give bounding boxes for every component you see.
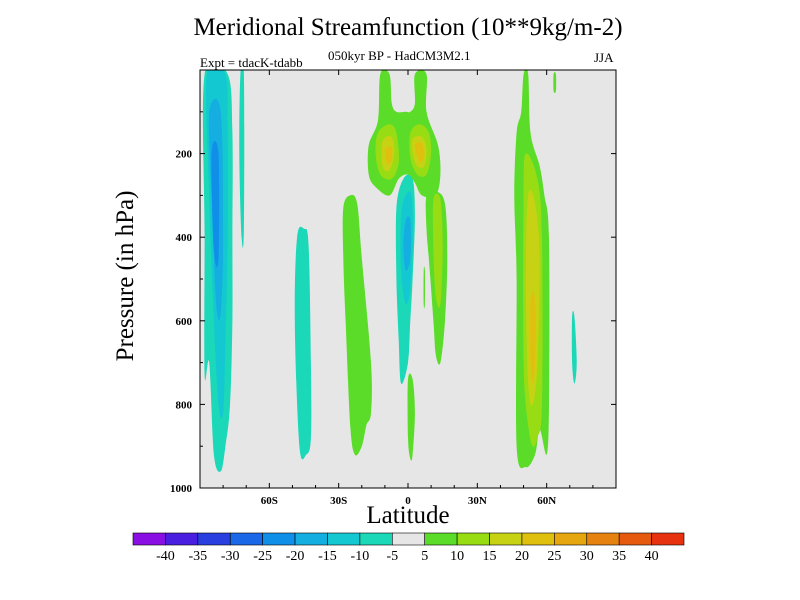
y-tick-label: 400 — [176, 232, 193, 244]
contour-region-equatorial-mid-sliver — [423, 266, 426, 309]
colorbar-label: -25 — [253, 549, 272, 564]
x-tick-label: 30S — [330, 495, 347, 507]
colorbar-label: 25 — [547, 549, 561, 564]
colorbar-label: 5 — [421, 549, 428, 564]
contour-region-tropical-negative-core — [403, 216, 411, 272]
contour-region-upper-positive-right-20 — [414, 142, 425, 163]
chart-title: Meridional Streamfunction (10**9kg/m-2) — [193, 14, 623, 41]
chart-subtitle: 050kyr BP - HadCM3M2.1 — [328, 48, 471, 63]
colorbar-swatch — [391, 532, 426, 546]
colorbar-swatch — [554, 532, 588, 546]
y-tick-label: 600 — [176, 316, 193, 328]
y-tick-label: 800 — [176, 399, 193, 411]
y-tick-label: 200 — [176, 149, 193, 161]
contour-region-northern-small-negative — [571, 310, 577, 384]
colorbar-swatch — [197, 532, 231, 546]
colorbar-swatch — [489, 532, 523, 546]
colorbar-swatch — [424, 532, 458, 546]
contour-region-equatorial-lower-positive — [407, 373, 415, 461]
plot-area — [200, 70, 616, 488]
colorbar-label: 15 — [483, 549, 497, 564]
colorbar-label: -35 — [188, 549, 207, 564]
x-tick-label: 60N — [537, 495, 556, 507]
colorbar-label: -40 — [156, 549, 175, 564]
colorbar-label: -10 — [351, 549, 370, 564]
colorbar-label: -20 — [286, 549, 305, 564]
colorbar-swatch — [165, 532, 199, 546]
x-axis-label: Latitude — [366, 502, 450, 529]
colorbar-swatch — [586, 532, 620, 546]
colorbar-swatch — [651, 532, 685, 546]
colorbar-swatch — [132, 532, 166, 546]
colorbar-label: 10 — [450, 549, 464, 564]
colorbar-label: 35 — [612, 549, 626, 564]
colorbar-swatch — [262, 532, 296, 546]
colorbar-label: -30 — [221, 549, 240, 564]
contour-region-southern-polar-inner — [211, 141, 220, 268]
contour-region-northern-sliver-right — [553, 72, 557, 93]
contour-region-southern-sliver — [239, 70, 245, 248]
colorbar-swatch — [521, 532, 555, 546]
colorbar-swatch — [618, 532, 652, 546]
contour-region-northern-midlat-positive-20 — [530, 292, 536, 384]
colorbar-swatch — [359, 532, 393, 546]
axes: 60S 30S 0 30N 60N 200 400 600 800 1000 — [170, 69, 617, 507]
colorbar-swatch — [456, 532, 490, 546]
colorbar-swatch — [327, 532, 361, 546]
y-tick-label: 1000 — [170, 483, 193, 495]
colorbar-label: -15 — [318, 549, 337, 564]
colorbar-swatch — [294, 532, 328, 546]
colorbar-label: -5 — [386, 549, 398, 564]
x-tick-label: 30N — [468, 495, 487, 507]
season-label: JJA — [594, 50, 614, 65]
contour-region-southern-midlat-cell — [294, 226, 312, 460]
x-tick-label: 60S — [261, 495, 278, 507]
contour-region-subtropical-south-positive — [342, 194, 372, 456]
colorbar-swatch — [229, 532, 263, 546]
experiment-label: Expt = tdacK-tdabb — [200, 55, 303, 70]
contour-region-northern-tropical-positive-10 — [432, 193, 443, 308]
colorbar-label: 20 — [515, 549, 529, 564]
colorbar-label: 40 — [645, 549, 659, 564]
colorbar-label: 30 — [580, 549, 594, 564]
contour-region-upper-positive-left-20 — [384, 146, 393, 165]
colorbar: -40 -35 -30 -25 -20 -15 -10 -5 5 10 15 20 25 30 35 40 — [132, 532, 685, 564]
x-tick-label: 0 — [405, 495, 411, 507]
